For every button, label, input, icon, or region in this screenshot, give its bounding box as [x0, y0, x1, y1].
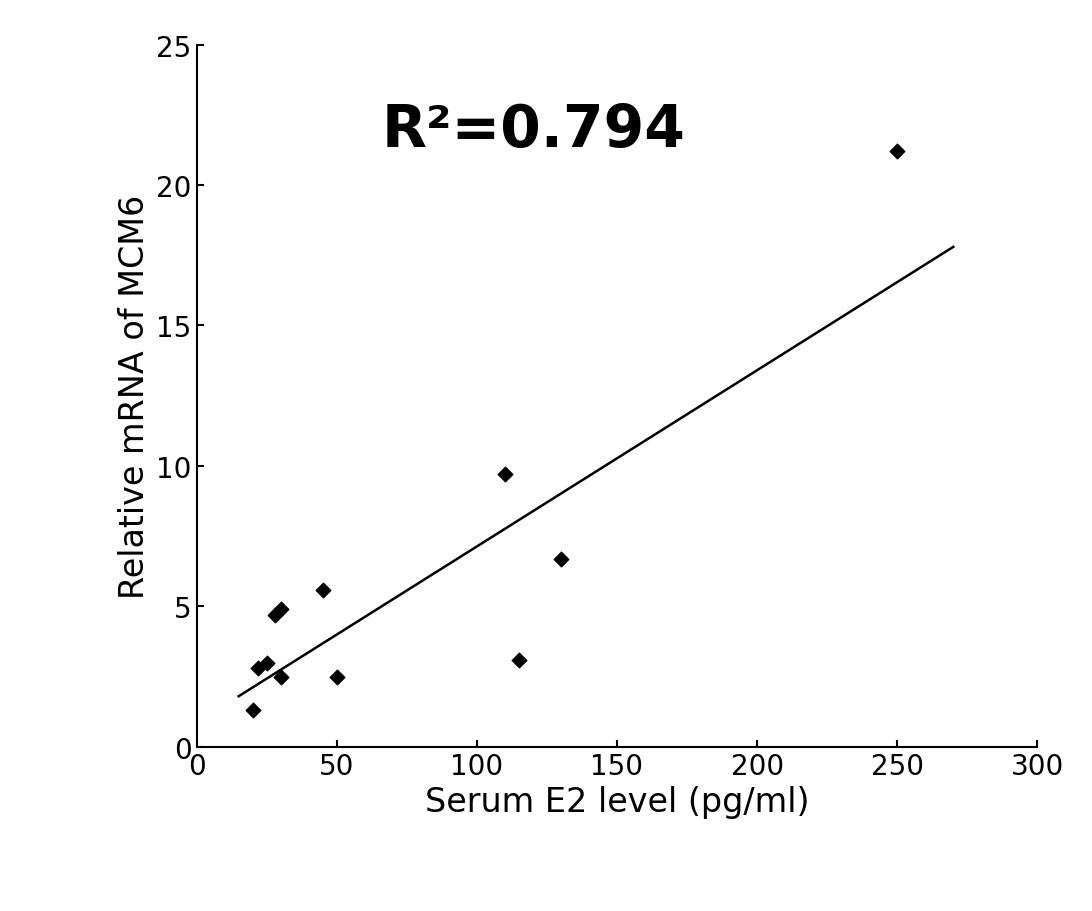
- Point: [553, 552, 570, 567]
- Point: [266, 608, 284, 622]
- Point: [314, 583, 332, 598]
- Text: R²=0.794: R²=0.794: [381, 102, 686, 159]
- Point: [249, 661, 266, 676]
- Point: [510, 653, 527, 668]
- Point: [272, 670, 289, 684]
- Point: [496, 467, 513, 482]
- Point: [889, 145, 906, 159]
- Point: [244, 703, 261, 718]
- Point: [328, 670, 345, 684]
- Point: [272, 602, 289, 617]
- Y-axis label: Relative mRNA of MCM6: Relative mRNA of MCM6: [118, 194, 151, 599]
- X-axis label: Serum E2 level (pg/ml): Serum E2 level (pg/ml): [425, 785, 809, 818]
- Point: [258, 656, 275, 670]
